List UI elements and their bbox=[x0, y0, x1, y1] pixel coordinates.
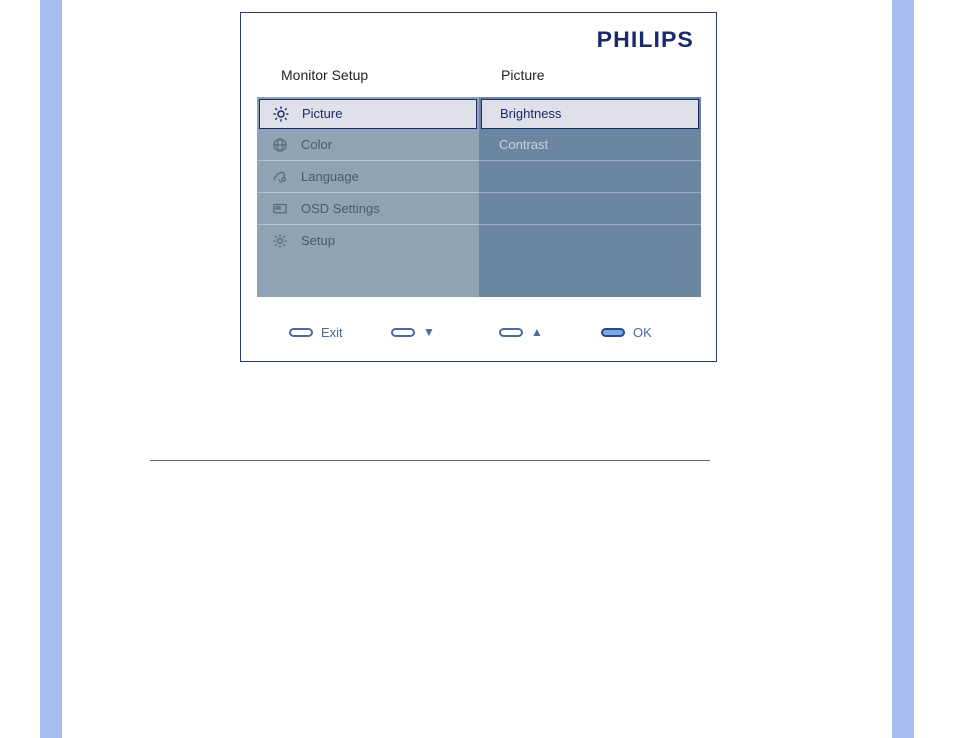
submenu-item-blank bbox=[479, 161, 701, 193]
submenu-item-label: Brightness bbox=[500, 106, 561, 121]
brightness-icon bbox=[272, 105, 290, 123]
menu-body: Picture Color bbox=[257, 97, 701, 297]
footer-label: Exit bbox=[321, 325, 343, 340]
up-triangle-icon: ▲ bbox=[531, 325, 543, 339]
column-headers: Monitor Setup Picture bbox=[241, 61, 716, 95]
menu-item-color[interactable]: Color bbox=[257, 129, 479, 161]
menu-item-label: Language bbox=[301, 169, 359, 184]
page-root: PHILIPS Monitor Setup Picture bbox=[0, 0, 954, 738]
submenu-item-contrast[interactable]: Contrast bbox=[479, 129, 701, 161]
up-button[interactable]: ▲ bbox=[499, 325, 543, 339]
menu-item-picture[interactable]: Picture bbox=[259, 99, 477, 129]
osd-panel: PHILIPS Monitor Setup Picture bbox=[240, 12, 717, 362]
globe-icon bbox=[271, 136, 289, 154]
exit-button[interactable]: Exit bbox=[289, 325, 343, 340]
menu-item-label: Setup bbox=[301, 233, 335, 248]
osd-footer: Exit ▼ ▲ OK bbox=[241, 307, 716, 361]
menu-left-column: Picture Color bbox=[257, 97, 479, 297]
submenu-item-label: Contrast bbox=[499, 137, 548, 152]
brand-logo: PHILIPS bbox=[597, 27, 694, 53]
menu-item-label: Color bbox=[301, 137, 332, 152]
header-left: Monitor Setup bbox=[281, 67, 368, 83]
menu-item-language[interactable]: Language bbox=[257, 161, 479, 193]
footer-label: OK bbox=[633, 325, 652, 340]
down-button[interactable]: ▼ bbox=[391, 325, 435, 339]
menu-right-column: Brightness Contrast bbox=[479, 97, 701, 297]
screen-icon bbox=[271, 200, 289, 218]
submenu-item-blank bbox=[479, 225, 701, 257]
left-stripe bbox=[40, 0, 62, 738]
gear-icon bbox=[271, 232, 289, 250]
right-stripe bbox=[892, 0, 914, 738]
pill-icon bbox=[391, 328, 415, 337]
language-icon bbox=[271, 168, 289, 186]
submenu-item-brightness[interactable]: Brightness bbox=[481, 99, 699, 129]
pill-icon bbox=[601, 328, 625, 337]
pill-icon bbox=[499, 328, 523, 337]
horizontal-rule bbox=[150, 460, 710, 461]
menu-item-setup[interactable]: Setup bbox=[257, 225, 479, 257]
pill-icon bbox=[289, 328, 313, 337]
submenu-item-blank bbox=[479, 193, 701, 225]
header-right: Picture bbox=[501, 67, 545, 83]
ok-button[interactable]: OK bbox=[601, 325, 652, 340]
menu-item-osd-settings[interactable]: OSD Settings bbox=[257, 193, 479, 225]
menu-item-label: Picture bbox=[302, 106, 342, 121]
down-triangle-icon: ▼ bbox=[423, 325, 435, 339]
menu-item-label: OSD Settings bbox=[301, 201, 380, 216]
